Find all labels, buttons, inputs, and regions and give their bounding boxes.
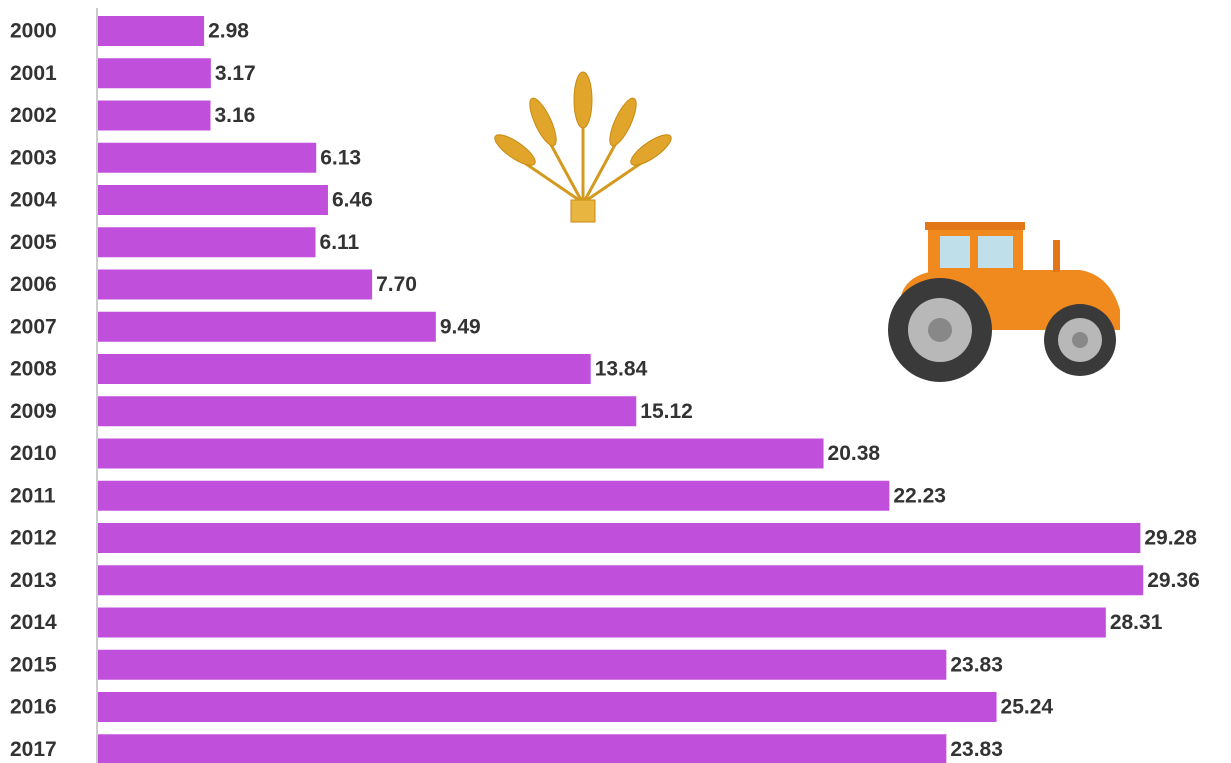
- y-tick-label: 2007: [10, 315, 57, 338]
- value-label: 6.11: [320, 231, 360, 254]
- y-tick-label: 2008: [10, 358, 57, 381]
- value-label: 9.49: [440, 315, 481, 338]
- y-tick-label: 2017: [10, 738, 57, 761]
- bar: [98, 354, 591, 384]
- bar: [98, 439, 824, 469]
- y-tick-label: 2006: [10, 273, 57, 296]
- tractor-icon: [888, 222, 1120, 382]
- bar: [98, 312, 436, 342]
- value-label: 6.46: [332, 189, 373, 212]
- y-tick-label: 2012: [10, 527, 57, 550]
- bar: [98, 227, 316, 257]
- y-tick-label: 2002: [10, 104, 57, 127]
- value-label: 29.36: [1147, 569, 1200, 592]
- bar: [98, 481, 889, 511]
- y-tick-label: 2015: [10, 653, 57, 676]
- bar: [98, 734, 946, 763]
- chart: 2000 2.98 2001 3.17 2002 3.16 2003 6.13 2004 6.46…: [0, 0, 1231, 763]
- bar: [98, 16, 204, 46]
- page: 2000 2.98 2001 3.17 2002 3.16 2003 6.13 2004 6.46…: [0, 0, 1231, 763]
- y-tick-label: 2001: [10, 62, 57, 85]
- bar: [98, 58, 211, 88]
- bar: [98, 270, 372, 300]
- bar: [98, 185, 328, 215]
- bar: [98, 608, 1106, 638]
- bar: [98, 396, 636, 426]
- value-label: 3.16: [214, 104, 255, 127]
- y-tick-label: 2013: [10, 569, 57, 592]
- value-label: 13.84: [595, 358, 648, 381]
- bar: [98, 101, 210, 131]
- y-tick-label: 2004: [10, 189, 57, 212]
- value-label: 28.31: [1110, 611, 1163, 634]
- y-tick-label: 2005: [10, 231, 57, 254]
- y-tick-label: 2000: [10, 20, 57, 43]
- value-label: 23.83: [950, 653, 1003, 676]
- y-tick-label: 2010: [10, 442, 57, 465]
- bar: [98, 523, 1140, 553]
- y-tick-label: 2011: [10, 484, 56, 507]
- bar: [98, 143, 316, 173]
- bar: [98, 565, 1143, 595]
- value-label: 22.23: [893, 484, 946, 507]
- value-label: 2.98: [208, 20, 249, 43]
- value-label: 6.13: [320, 146, 361, 169]
- value-label: 3.17: [215, 62, 256, 85]
- value-label: 23.83: [950, 738, 1003, 761]
- value-label: 29.28: [1144, 527, 1197, 550]
- y-tick-label: 2003: [10, 146, 57, 169]
- bar: [98, 692, 997, 722]
- value-label: 20.38: [828, 442, 881, 465]
- value-label: 25.24: [1001, 696, 1054, 719]
- y-tick-label: 2014: [10, 611, 57, 634]
- y-tick-label: 2016: [10, 696, 57, 719]
- wheat-icon: [491, 72, 675, 222]
- y-tick-label: 2009: [10, 400, 57, 423]
- value-label: 7.70: [376, 273, 417, 296]
- value-label: 15.12: [640, 400, 693, 423]
- bar: [98, 650, 946, 680]
